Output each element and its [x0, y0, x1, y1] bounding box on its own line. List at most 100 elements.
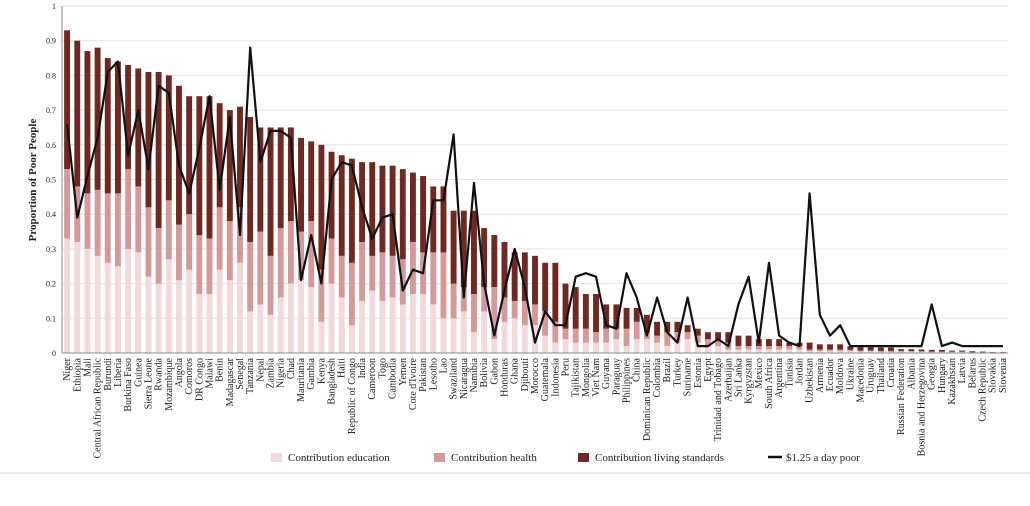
- bar-segment-3: [634, 308, 640, 322]
- bar-segment-2: [817, 350, 823, 352]
- bar-segment-3: [807, 343, 813, 350]
- bar-segment-1: [634, 339, 640, 353]
- bar-segment-1: [84, 249, 90, 353]
- bar-segment-2: [807, 350, 813, 352]
- bar-segment-2: [359, 242, 365, 301]
- bar-segment-2: [308, 221, 314, 287]
- bar-segment-2: [603, 329, 609, 343]
- bar-segment-3: [318, 145, 324, 270]
- bar-segment-1: [176, 280, 182, 353]
- bar-segment-1: [359, 301, 365, 353]
- legend-label-2: Contribution health: [451, 452, 537, 464]
- bar-segment-2: [858, 351, 864, 352]
- bar-segment-2: [898, 351, 904, 352]
- bar-segment-3: [186, 96, 192, 214]
- bar-segment-1: [186, 270, 192, 353]
- bar-segment-3: [959, 351, 965, 352]
- bar-segment-1: [552, 343, 558, 353]
- bar-segment-3: [390, 166, 396, 256]
- bar-segment-2: [827, 350, 833, 352]
- bar-segment-1: [542, 336, 548, 353]
- bar-segment-2: [919, 351, 925, 352]
- bar-segment-1: [278, 297, 284, 353]
- bar-segment-2: [624, 329, 630, 346]
- bar-segment-2: [512, 301, 518, 318]
- bar-segment-2: [125, 169, 131, 249]
- y-tick-label: 0.7: [46, 106, 56, 115]
- bar-segment-2: [939, 352, 945, 353]
- bar-segment-1: [308, 287, 314, 353]
- bar-segment-2: [186, 214, 192, 270]
- bar-segment-2: [329, 238, 335, 283]
- bar-segment-2: [410, 242, 416, 294]
- bar-segment-1: [349, 325, 355, 353]
- y-tick-label: 0.5: [46, 176, 56, 185]
- bar-segment-2: [471, 294, 477, 332]
- bar-segment-1: [430, 304, 436, 353]
- bar-segment-1: [735, 350, 741, 353]
- legend-label-4: $1.25 a day poor: [786, 452, 860, 464]
- bar-segment-2: [685, 332, 691, 339]
- bar-segment-3: [746, 336, 752, 346]
- bar-segment-1: [756, 350, 762, 353]
- bar-segment-3: [898, 349, 904, 351]
- bar-segment-1: [115, 266, 121, 353]
- legend-swatch-2: [434, 453, 445, 462]
- bar-segment-1: [217, 270, 223, 353]
- bar-segment-1: [491, 339, 497, 353]
- bar-segment-1: [166, 259, 172, 353]
- bar-segment-1: [603, 343, 609, 353]
- bar-segment-2: [868, 351, 874, 352]
- bar-segment-2: [349, 263, 355, 325]
- bar-segment-1: [502, 322, 508, 353]
- bar-segment-1: [563, 339, 569, 353]
- bar-segment-2: [217, 207, 223, 269]
- y-tick-label: 0.2: [46, 280, 56, 289]
- bar-segment-2: [115, 193, 121, 266]
- bar-segment-3: [339, 155, 345, 256]
- bar-segment-3: [919, 350, 925, 352]
- bar-segment-2: [522, 301, 528, 325]
- bar-segment-3: [471, 211, 477, 294]
- legend-label-3: Contribution living standards: [595, 452, 724, 464]
- bar-segment-3: [868, 347, 874, 350]
- bar-segment-1: [410, 294, 416, 353]
- bar-segment-3: [308, 141, 314, 221]
- x-tick-label: Slovenia: [998, 357, 1009, 393]
- bar-segment-1: [613, 339, 619, 353]
- bar-segment-2: [176, 225, 182, 281]
- bar-segment-1: [95, 256, 101, 353]
- bar-segment-1: [441, 318, 447, 353]
- bar-segment-2: [949, 352, 955, 353]
- bar-segment-1: [298, 280, 304, 353]
- bar-segment-1: [420, 294, 426, 353]
- bar-segment-2: [959, 352, 965, 353]
- bar-segment-1: [105, 263, 111, 353]
- bar-segment-2: [563, 329, 569, 339]
- bar-segment-1: [369, 291, 375, 353]
- legend-swatch-1: [271, 453, 282, 462]
- bar-segment-1: [573, 343, 579, 353]
- bar-segment-2: [369, 256, 375, 291]
- bar-segment-1: [339, 297, 345, 353]
- bar-segment-2: [847, 350, 853, 351]
- bar-segment-1: [685, 339, 691, 353]
- bar-segment-2: [735, 346, 741, 349]
- bar-segment-1: [583, 343, 589, 353]
- bar-segment-2: [207, 238, 213, 294]
- bar-segment-2: [257, 232, 263, 305]
- bar-segment-2: [156, 228, 162, 284]
- bar-segment-1: [268, 315, 274, 353]
- bar-segment-3: [685, 325, 691, 332]
- bar-segment-3: [369, 162, 375, 256]
- bar-segment-2: [583, 329, 589, 343]
- bar-segment-3: [379, 166, 385, 253]
- bar-segment-3: [654, 322, 660, 336]
- bar-segment-3: [451, 211, 457, 284]
- bar-segment-3: [573, 287, 579, 329]
- bar-segment-2: [135, 186, 141, 252]
- bar-segment-1: [461, 311, 467, 353]
- bar-segment-2: [64, 169, 70, 238]
- bar-segment-1: [715, 346, 721, 353]
- bar-segment-3: [949, 351, 955, 352]
